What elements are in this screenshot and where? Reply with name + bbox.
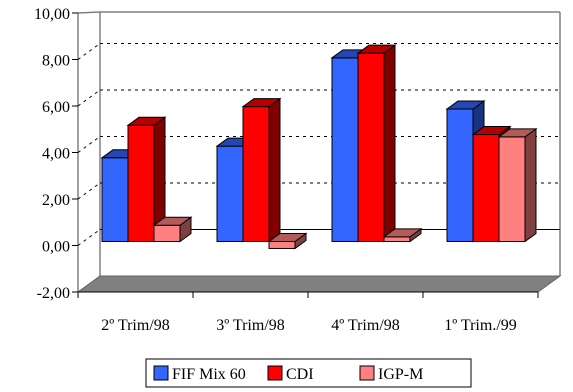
bar-front <box>101 157 129 242</box>
bar-top <box>382 228 423 238</box>
legend-swatch <box>153 365 169 381</box>
bar-front <box>383 236 411 243</box>
gridline-side <box>77 89 101 107</box>
x-tick-label: 2º Trim/98 <box>101 317 170 334</box>
bar <box>382 227 423 243</box>
bar <box>267 232 308 250</box>
bar <box>497 127 538 243</box>
legend: FIF Mix 60 CDI IGP-M <box>145 358 472 388</box>
bar-top <box>471 126 512 136</box>
bar <box>126 116 167 243</box>
bar-front <box>472 134 500 242</box>
bar-top <box>241 98 282 108</box>
bar-top <box>445 100 486 110</box>
y-tick-label: 0,00 <box>42 239 70 256</box>
bar-front <box>331 57 359 243</box>
bar-front <box>498 136 526 242</box>
bar-side <box>268 97 281 243</box>
gridline-side <box>77 136 101 153</box>
gridline-side <box>77 229 101 246</box>
x-axis: 2º Trim/98 3º Trim/98 4º Trim/98 1º Trim./9… <box>77 291 539 334</box>
bar <box>241 97 282 243</box>
y-tick-label: 8,00 <box>42 53 70 70</box>
legend-label: IGP-M <box>378 366 423 383</box>
bar-top <box>126 116 167 126</box>
bar-front <box>446 108 474 242</box>
y-tick-label: 2,00 <box>42 192 70 209</box>
back-wall-top-edge <box>77 11 560 14</box>
y-tick-label: 10,00 <box>34 6 70 23</box>
legend-label: FIF Mix 60 <box>172 366 246 383</box>
bar-front <box>357 52 385 242</box>
bar-side <box>383 44 396 243</box>
bar-top <box>497 128 538 138</box>
bar-top <box>356 44 397 54</box>
x-tick-label: 1º Trim./99 <box>444 317 517 334</box>
bar <box>356 44 397 243</box>
bar <box>152 216 193 243</box>
y-tick-label: 4,00 <box>42 146 70 163</box>
legend-label: CDI <box>286 366 314 383</box>
bar-side <box>524 127 537 243</box>
x-tick-label: 4º Trim/98 <box>331 317 400 334</box>
x-tick-label: 3º Trim/98 <box>216 317 285 334</box>
bar-top <box>152 216 193 226</box>
y-tick-label: -2,00 <box>37 285 70 302</box>
legend-swatch <box>359 365 375 381</box>
legend-swatch <box>267 365 283 381</box>
gridline-side <box>77 43 101 60</box>
bar-front <box>268 241 296 249</box>
bar-front <box>242 106 270 243</box>
gridline-side <box>77 182 101 200</box>
y-axis: -2,00 0,00 2,00 4,00 6,00 8,00 10,00 <box>34 6 78 302</box>
bar-front <box>216 145 244 242</box>
bar-front <box>153 224 181 243</box>
legend-box <box>145 358 472 388</box>
chart-floor <box>76 275 562 293</box>
bar-top <box>267 233 308 242</box>
y-tick-label: 6,00 <box>42 99 70 116</box>
bars <box>100 44 538 250</box>
bar-front <box>127 124 155 242</box>
